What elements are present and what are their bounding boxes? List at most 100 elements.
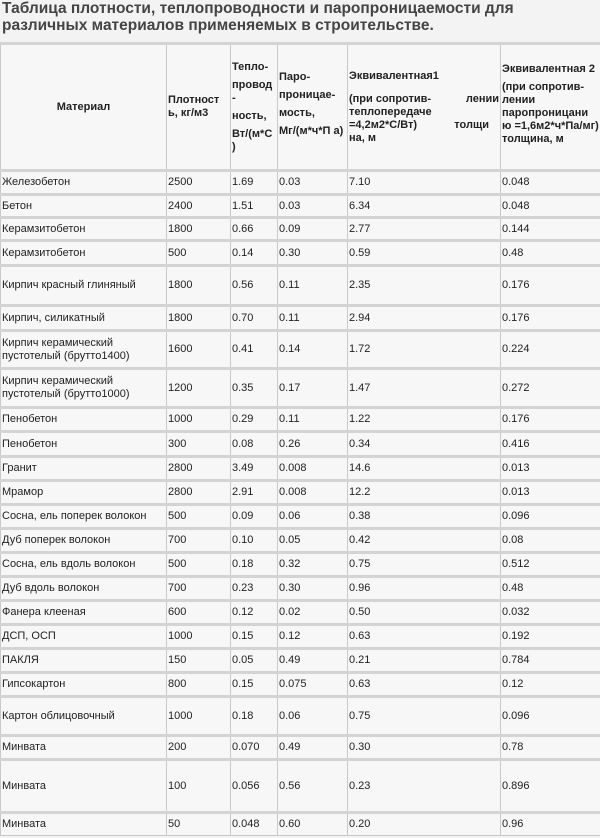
- cell-material: ДСП, ОСП: [0, 623, 167, 649]
- cell-material: Пенобетон: [0, 406, 167, 432]
- header-line: Паро-: [279, 71, 311, 83]
- cell-permeability: 0.12: [277, 623, 348, 649]
- cell-eq2-thickness: 0.224: [500, 329, 600, 369]
- cell-density: 600: [166, 599, 231, 625]
- header-line: ность,: [232, 109, 267, 122]
- cell-eq2-thickness: 0.512: [500, 551, 600, 577]
- cell-material: Минвата: [0, 758, 167, 813]
- table-row: Керамзитобетон 500 0.14 0.30 0.59 0.48: [0, 239, 600, 266]
- table-header-row: Материал Плотност ь, кг/м3 Тепло- провод…: [0, 42, 600, 171]
- cell-conductivity: 0.08: [230, 430, 278, 457]
- cell-eq2-thickness: 0.096: [500, 695, 600, 736]
- header-material: Материал: [0, 42, 167, 171]
- header-line: Эквивалентная1: [349, 69, 439, 82]
- cell-material: Кирпич керамический пустотелый (брутто14…: [0, 329, 167, 369]
- cell-density: 500: [166, 503, 231, 529]
- cell-permeability: 0.09: [277, 216, 348, 241]
- cell-material: Дуб вдоль волокон: [0, 575, 167, 601]
- cell-eq1-thickness: 14.6: [347, 455, 501, 481]
- cell-material: Кирпич красный глиняный: [0, 264, 167, 306]
- cell-permeability: 0.49: [277, 647, 348, 673]
- cell-eq1-thickness: 2.94: [347, 304, 501, 331]
- cell-density: 150: [166, 647, 231, 673]
- cell-permeability: 0.075: [277, 671, 348, 697]
- header-line: проницае-: [279, 89, 336, 101]
- cell-material: Кирпич керамический пустотелый (брутто10…: [0, 367, 167, 408]
- cell-conductivity: 0.14: [230, 239, 278, 266]
- header-line: -: [232, 91, 236, 104]
- cell-density: 300: [166, 430, 231, 457]
- table-row: Фанера клееная 600 0.12 0.02 0.50 0.032: [0, 599, 600, 625]
- header-line: толщи: [454, 118, 489, 131]
- cell-permeability: 0.30: [277, 239, 348, 266]
- cell-eq2-thickness: 0.78: [500, 734, 600, 760]
- table-row: Кирпич керамический пустотелый (брутто14…: [0, 329, 600, 369]
- cell-density: 2500: [166, 169, 231, 195]
- table-row: ДСП, ОСП 1000 0.15 0.12 0.63 0.192: [0, 623, 600, 649]
- cell-density: 500: [166, 239, 231, 266]
- cell-eq1-thickness: 0.21: [347, 647, 501, 673]
- table-row: Сосна, ель вдоль волокон 500 0.18 0.32 0.75 0…: [0, 551, 600, 577]
- table-body: Железобетон 2500 1.69 0.03 7.10 0.048 Бетон 240…: [0, 169, 600, 836]
- cell-permeability: 0.30: [277, 575, 348, 601]
- cell-density: 700: [166, 527, 231, 553]
- table-row: Гипсокартон 800 0.15 0.075 0.63 0.12: [0, 671, 600, 697]
- table-row: ПАКЛЯ 150 0.05 0.49 0.21 0.784: [0, 647, 600, 673]
- cell-eq2-thickness: 0.192: [500, 623, 600, 649]
- cell-density: 1800: [166, 264, 231, 306]
- cell-conductivity: 0.15: [230, 671, 278, 697]
- materials-table: Материал Плотност ь, кг/м3 Тепло- провод…: [0, 42, 600, 836]
- cell-material: Бетон: [0, 193, 167, 218]
- header-line: Вт/(м*С ): [232, 127, 273, 153]
- cell-conductivity: 0.56: [230, 264, 278, 306]
- table-row: Сосна, ель поперек волокон 500 0.09 0.06 0.3…: [0, 503, 600, 529]
- cell-eq1-thickness: 6.34: [347, 193, 501, 218]
- header-line: мость,: [279, 107, 315, 119]
- header-eq1: Эквивалентная1 (при сопротив- лении тепл…: [347, 42, 501, 171]
- cell-eq2-thickness: 0.176: [500, 264, 600, 306]
- cell-density: 2800: [166, 455, 231, 481]
- cell-eq2-thickness: 0.176: [500, 304, 600, 331]
- cell-conductivity: 0.35: [230, 367, 278, 408]
- cell-density: 2800: [166, 479, 231, 505]
- cell-material: Керамзитобетон: [0, 216, 167, 241]
- cell-conductivity: 1.69: [230, 169, 278, 195]
- cell-eq1-thickness: 0.23: [347, 758, 501, 813]
- cell-eq1-thickness: 1.22: [347, 406, 501, 432]
- header-line: Мг/(м*ч*П а): [279, 125, 344, 137]
- cell-eq1-thickness: 0.96: [347, 575, 501, 601]
- cell-permeability: 0.17: [277, 367, 348, 408]
- cell-conductivity: 0.056: [230, 758, 278, 813]
- cell-eq2-thickness: 0.272: [500, 367, 600, 408]
- cell-eq2-thickness: 0.48: [500, 575, 600, 601]
- cell-density: 800: [166, 671, 231, 697]
- cell-eq1-thickness: 0.63: [347, 671, 501, 697]
- header-line: Тепло-: [232, 60, 269, 73]
- cell-eq2-thickness: 0.896: [500, 758, 600, 813]
- cell-density: 2400: [166, 193, 231, 218]
- table-row: Пенобетон 1000 0.29 0.11 1.22 0.176: [0, 406, 600, 432]
- cell-material: Кирпич, силикатный: [0, 304, 167, 331]
- header-line: на, м: [349, 131, 377, 144]
- cell-eq2-thickness: 0.013: [500, 455, 600, 481]
- cell-eq1-thickness: 0.34: [347, 430, 501, 457]
- table-row: Минвата 200 0.070 0.49 0.30 0.78: [0, 734, 600, 760]
- cell-eq1-thickness: 0.63: [347, 623, 501, 649]
- cell-conductivity: 0.29: [230, 406, 278, 432]
- cell-eq1-thickness: 0.42: [347, 527, 501, 553]
- table-row: Керамзитобетон 1800 0.66 0.09 2.77 0.144: [0, 216, 600, 241]
- table-row: Пенобетон 300 0.08 0.26 0.34 0.416: [0, 430, 600, 457]
- page-title: Таблица плотности, теплопроводности и па…: [2, 0, 514, 34]
- header-line: провод: [232, 78, 273, 91]
- cell-density: 1800: [166, 216, 231, 241]
- cell-eq1-thickness: 1.72: [347, 329, 501, 369]
- cell-conductivity: 1.51: [230, 193, 278, 218]
- cell-permeability: 0.05: [277, 527, 348, 553]
- header-permeability: Паро- проницае- мость, Мг/(м*ч*П а): [277, 42, 348, 171]
- cell-permeability: 0.32: [277, 551, 348, 577]
- cell-permeability: 0.11: [277, 304, 348, 331]
- cell-material: Сосна, ель поперек волокон: [0, 503, 167, 529]
- cell-material: Минвата: [0, 811, 167, 836]
- cell-eq1-thickness: 0.20: [347, 811, 501, 836]
- table-row: Гранит 2800 3.49 0.008 14.6 0.013: [0, 455, 600, 481]
